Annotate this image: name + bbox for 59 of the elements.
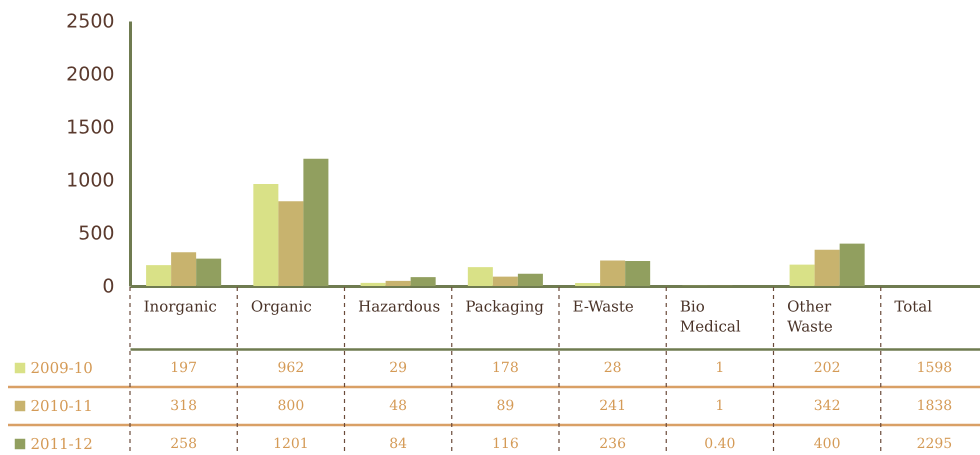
data-label: 318 [170,398,197,414]
y-tick-label: 500 [78,222,114,244]
data-label: 1201 [273,436,309,452]
x-tick-label: E-Waste [572,298,634,316]
bar [840,244,865,286]
x-tick-label: Other Waste [787,298,833,336]
x-tick-label: Organic [250,298,312,316]
data-label: 1 [715,360,724,376]
x-tick-label: Hazardous [358,298,440,316]
bar [303,158,328,286]
bar [360,282,386,286]
data-label: 48 [389,398,408,414]
data-label: 0.40 [704,436,736,452]
bar [625,260,650,286]
bar [410,277,436,286]
data-label: 29 [389,360,408,376]
text: 2295 [916,436,952,452]
y-tick-label: 1000 [66,170,114,192]
bar [196,258,222,286]
bar [146,265,172,286]
data-label: 197 [170,360,197,376]
legend-label: 2009-10 [30,359,93,377]
legend-label: 2011-12 [30,435,93,453]
legend-label: 2010-11 [30,397,93,415]
data-label: 258 [170,436,197,452]
data-label: 116 [492,436,519,452]
bar [575,283,600,286]
bar [468,267,493,286]
data-label: 800 [278,398,304,414]
text: 1838 [916,398,952,414]
bar [386,280,411,286]
data-label: 28 [604,360,622,376]
y-tick-label: 2000 [66,64,114,86]
bar [278,201,304,286]
data-label: 342 [814,398,840,414]
bar [600,260,626,286]
data-label: 202 [814,360,840,376]
y-tick-label: 0 [102,276,114,298]
x-tick-label: Total [894,298,932,316]
text: 1598 [916,360,952,376]
bar [253,184,278,286]
data-label: 400 [814,436,840,452]
data-label: 89 [496,398,514,414]
x-tick-label: Inorganic [144,298,217,316]
y-tick-label: 1500 [66,116,114,138]
bar [814,250,840,286]
bar [171,252,196,286]
y-tick-label: 2500 [66,10,114,32]
bar [790,264,815,286]
data-label: 84 [389,436,408,452]
x-tick-label: Packaging [465,298,544,316]
data-label: 178 [492,360,519,376]
data-label: 1 [715,398,724,414]
data-label: 241 [599,398,626,414]
x-tick-label: Bio Medical [680,298,741,336]
data-label: 962 [278,360,304,376]
data-label: 236 [599,436,626,452]
bar [492,276,518,286]
bar [518,274,543,286]
